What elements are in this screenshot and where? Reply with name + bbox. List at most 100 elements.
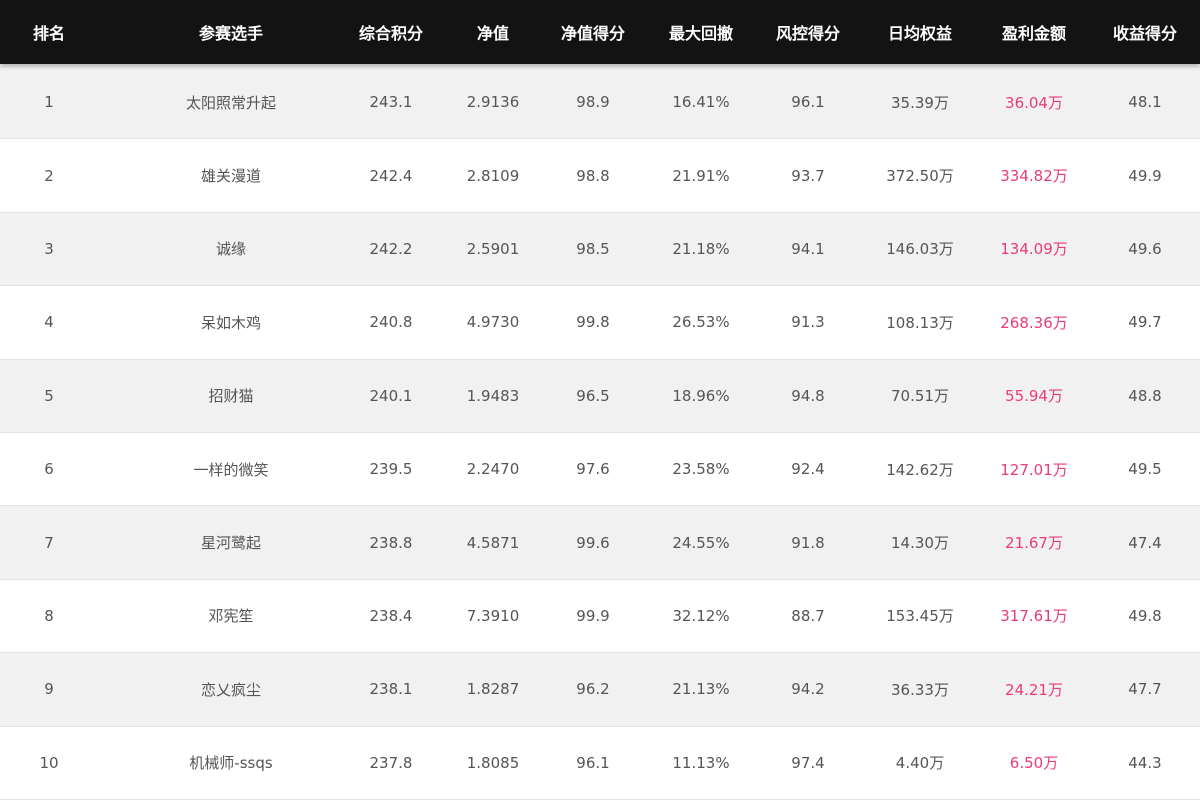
cell-risk-score: 94.8 [791, 386, 825, 405]
table-row[interactable]: 10 机械师-ssqs 237.8 1.8085 96.1 11.13% 97.4 4.40万… [0, 727, 1200, 800]
header-net-value[interactable]: 净值 [476, 24, 509, 43]
table-row[interactable]: 4 呆如木鸡 240.8 4.9730 99.8 26.53% 91.3 108.13万 268… [0, 286, 1200, 360]
table-row[interactable]: 9 恋乂疯尘 238.1 1.8287 96.2 21.13% 94.2 36.33万 24.2… [0, 653, 1200, 727]
cell-net-value: 1.8287 [466, 680, 520, 699]
cell-return-score: 48.1 [1128, 93, 1162, 112]
cell-profit-amount: 6.50万 [1009, 754, 1059, 773]
cell-net-value-score: 97.6 [576, 460, 610, 479]
cell-profit-amount: 55.94万 [1005, 387, 1063, 406]
cell-daily-equity: 372.50万 [886, 167, 954, 186]
header-risk-score[interactable]: 风控得分 [776, 24, 841, 43]
cell-max-drawdown: 24.55% [672, 533, 730, 552]
table-row[interactable]: 6 一样的微笑 239.5 2.2470 97.6 23.58% 92.4 142.62万 12… [0, 433, 1200, 507]
cell-net-value-score: 96.2 [576, 680, 610, 699]
cell-player: 星河鹭起 [200, 534, 261, 553]
cell-net-value: 2.5901 [466, 239, 520, 258]
cell-total-score: 239.5 [369, 460, 413, 479]
header-rank[interactable]: 排名 [32, 24, 65, 43]
cell-net-value-score: 99.9 [576, 606, 610, 625]
cell-total-score: 238.4 [369, 606, 413, 625]
cell-total-score: 240.8 [369, 313, 413, 332]
cell-daily-equity: 146.03万 [886, 240, 954, 259]
cell-return-score: 49.9 [1128, 166, 1162, 185]
cell-rank: 5 [44, 386, 54, 405]
cell-max-drawdown: 21.13% [672, 680, 730, 699]
table-row[interactable]: 2 雄关漫道 242.4 2.8109 98.8 21.91% 93.7 372.50万 334… [0, 139, 1200, 213]
cell-daily-equity: 36.33万 [891, 680, 949, 699]
table-row[interactable]: 1 太阳照常升起 243.1 2.9136 98.9 16.41% 96.1 35.39万 36… [0, 66, 1200, 140]
cell-net-value-score: 96.1 [576, 753, 610, 772]
cell-max-drawdown: 23.58% [672, 460, 730, 479]
cell-risk-score: 94.1 [791, 239, 825, 258]
cell-daily-equity: 142.62万 [886, 460, 954, 479]
cell-profit-amount: 36.04万 [1005, 93, 1063, 112]
cell-rank: 1 [44, 93, 54, 112]
cell-risk-score: 88.7 [791, 606, 825, 625]
cell-risk-score: 97.4 [791, 753, 825, 772]
cell-daily-equity: 108.13万 [886, 313, 954, 332]
table-row[interactable]: 8 邓宪笙 238.4 7.3910 99.9 32.12% 88.7 153.45万 317.… [0, 580, 1200, 654]
table-row[interactable]: 3 诚缘 242.2 2.5901 98.5 21.18% 94.1 146.03万 134.0… [0, 212, 1200, 287]
cell-net-value: 2.2470 [466, 460, 520, 479]
cell-daily-equity: 14.30万 [891, 534, 949, 553]
header-max-drawdown[interactable]: 最大回撤 [668, 24, 733, 43]
header-profit-amount[interactable]: 盈利金额 [1002, 24, 1067, 43]
table-row[interactable]: 5 招财猫 240.1 1.9483 96.5 18.96% 94.8 70.51万 55.94… [0, 359, 1200, 433]
cell-max-drawdown: 21.91% [672, 166, 730, 185]
cell-risk-score: 92.4 [791, 460, 825, 479]
cell-net-value-score: 98.8 [576, 166, 610, 185]
cell-return-score: 48.8 [1128, 386, 1162, 405]
header-total-score[interactable]: 综合积分 [359, 24, 424, 43]
cell-return-score: 47.4 [1128, 533, 1162, 552]
header-daily-equity[interactable]: 日均权益 [887, 24, 952, 43]
cell-rank: 3 [44, 239, 54, 258]
cell-net-value: 1.9483 [466, 386, 520, 405]
cell-daily-equity: 4.40万 [895, 754, 945, 773]
header-net-value-score[interactable]: 净值得分 [561, 24, 626, 43]
cell-risk-score: 91.3 [791, 313, 825, 332]
cell-rank: 9 [44, 680, 54, 699]
cell-player: 呆如木鸡 [200, 313, 261, 332]
cell-player: 一样的微笑 [193, 460, 269, 479]
cell-total-score: 243.1 [369, 93, 413, 112]
cell-total-score: 240.1 [369, 386, 413, 405]
cell-return-score: 49.7 [1128, 313, 1162, 332]
cell-profit-amount: 21.67万 [1005, 534, 1063, 553]
cell-risk-score: 93.7 [791, 166, 825, 185]
cell-player: 邓宪笙 [208, 607, 254, 626]
cell-profit-amount: 268.36万 [1000, 313, 1068, 332]
cell-total-score: 238.1 [369, 680, 413, 699]
header-return-score[interactable]: 收益得分 [1112, 24, 1177, 43]
table-header: 排名 参赛选手 综合积分 净值 净值得分 最大回撤 风控得分 日均权益 盈利金额 收益得分 [0, 0, 1200, 64]
cell-max-drawdown: 16.41% [672, 93, 730, 112]
cell-net-value: 2.8109 [466, 166, 520, 185]
cell-player: 太阳照常升起 [185, 93, 276, 112]
cell-profit-amount: 24.21万 [1005, 680, 1063, 699]
cell-max-drawdown: 11.13% [672, 753, 730, 772]
cell-rank: 8 [44, 606, 54, 625]
cell-risk-score: 96.1 [791, 93, 825, 112]
cell-player: 恋乂疯尘 [200, 680, 261, 699]
cell-max-drawdown: 18.96% [672, 386, 730, 405]
cell-profit-amount: 127.01万 [1000, 460, 1068, 479]
cell-return-score: 49.5 [1128, 460, 1162, 479]
cell-player: 雄关漫道 [200, 167, 261, 186]
cell-net-value-score: 99.6 [576, 533, 610, 552]
cell-daily-equity: 35.39万 [891, 93, 949, 112]
cell-rank: 2 [44, 166, 54, 185]
cell-risk-score: 91.8 [791, 533, 825, 552]
cell-total-score: 242.4 [369, 166, 413, 185]
cell-max-drawdown: 21.18% [672, 239, 730, 258]
cell-net-value-score: 99.8 [576, 313, 610, 332]
cell-total-score: 242.2 [369, 239, 413, 258]
cell-net-value: 1.8085 [466, 753, 520, 772]
cell-return-score: 44.3 [1128, 753, 1162, 772]
cell-rank: 10 [39, 753, 59, 772]
table-row[interactable]: 7 星河鹭起 238.8 4.5871 99.6 24.55% 91.8 14.30万 21.6… [0, 506, 1200, 580]
cell-max-drawdown: 32.12% [672, 606, 730, 625]
cell-rank: 7 [44, 533, 54, 552]
header-player[interactable]: 参赛选手 [198, 24, 263, 43]
cell-risk-score: 94.2 [791, 680, 825, 699]
cell-rank: 6 [44, 460, 54, 479]
